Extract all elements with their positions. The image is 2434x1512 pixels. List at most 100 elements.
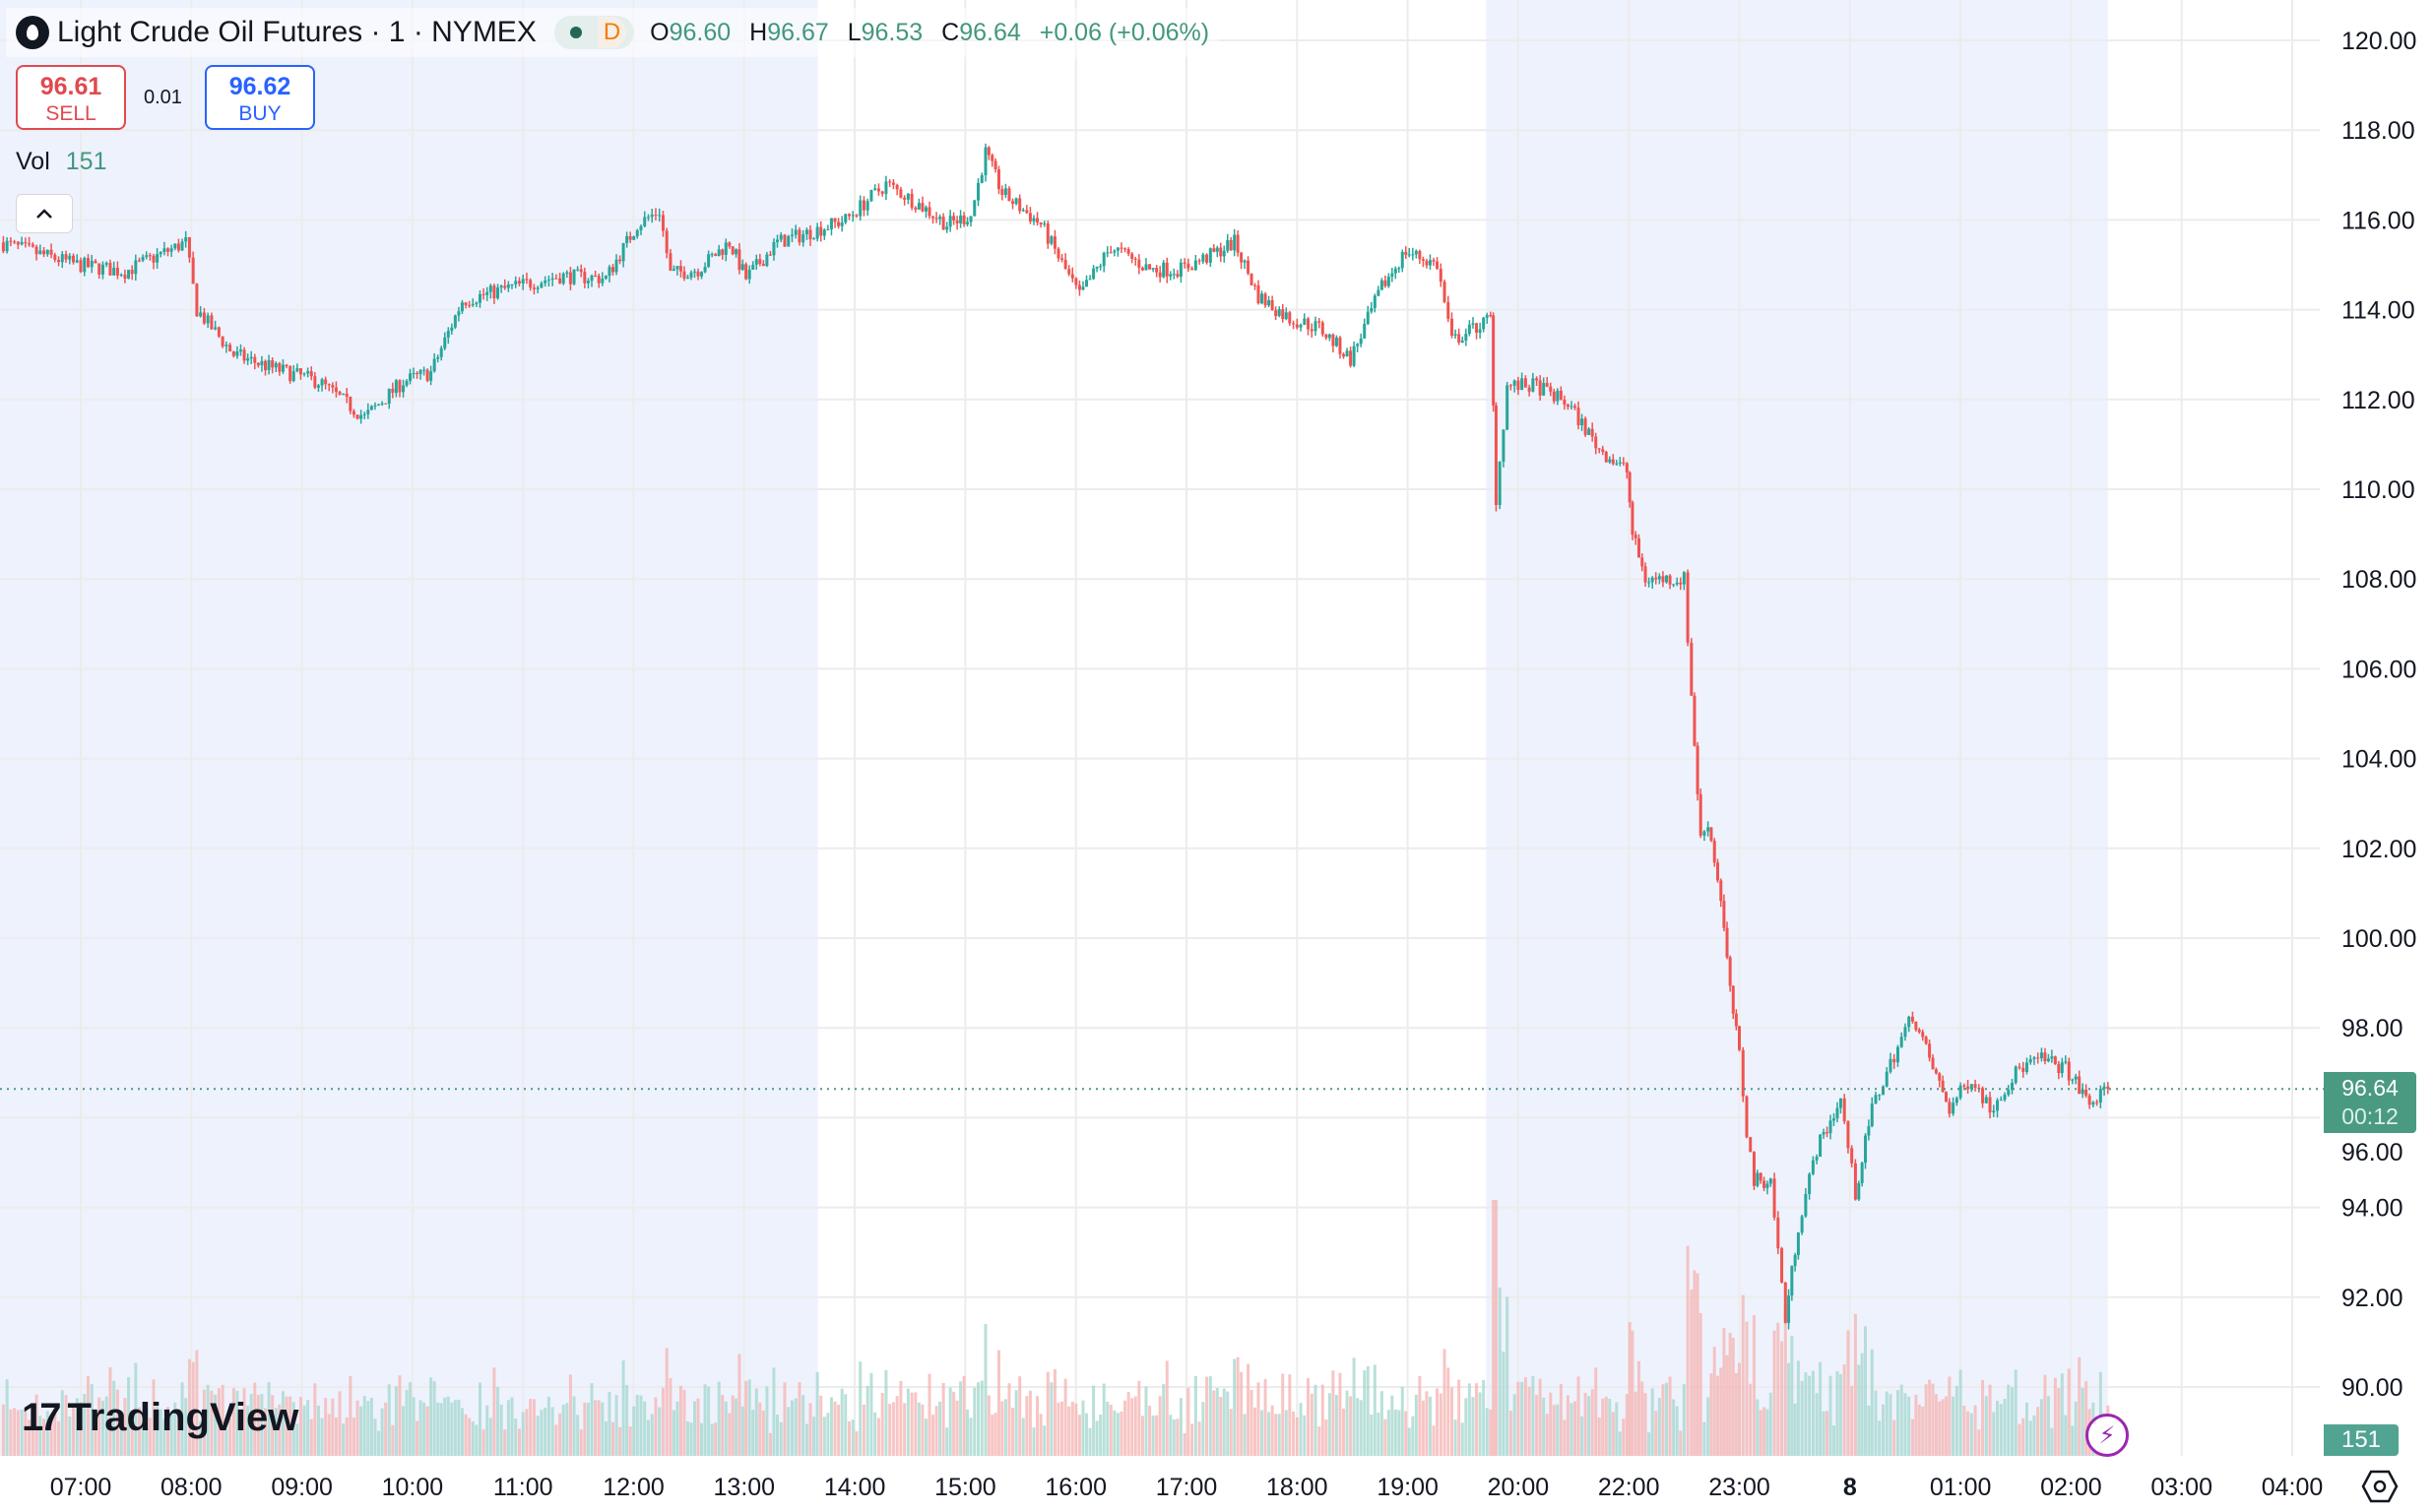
candle-body: [758, 259, 762, 265]
volume-bar: [249, 1393, 253, 1456]
high-label: H: [749, 18, 768, 46]
candle-body: [601, 279, 605, 284]
candle-body: [1229, 239, 1233, 251]
candle-body: [334, 387, 338, 392]
volume-bar: [75, 1398, 79, 1456]
volume-bar: [488, 1418, 492, 1456]
volume-bar: [721, 1395, 725, 1456]
volume-bar: [1492, 1200, 1496, 1456]
candle-body: [1036, 218, 1040, 223]
candle-body: [955, 220, 959, 223]
volume-bar: [1067, 1406, 1071, 1456]
volume-bar: [1155, 1415, 1159, 1456]
candle-body: [1281, 309, 1285, 320]
candle-body: [1425, 260, 1429, 266]
candle-body: [869, 189, 873, 202]
candle-body: [1494, 405, 1498, 506]
volume-bar: [253, 1382, 257, 1456]
volume-bar: [1640, 1381, 1644, 1456]
market-open-dot-icon: [569, 27, 582, 38]
settings-icon[interactable]: [2361, 1469, 2399, 1504]
candle-body: [614, 259, 618, 273]
candle-body: [1508, 385, 1512, 387]
candle-body: [1349, 350, 1353, 366]
volume-bar: [1313, 1384, 1317, 1456]
time-tick-label: 17:00: [1156, 1474, 1218, 1501]
candle-body: [948, 216, 952, 227]
volume-bar: [1917, 1404, 1921, 1456]
volume-bar: [1126, 1392, 1130, 1456]
candle-body: [1924, 1037, 1928, 1044]
candle-body: [1021, 210, 1025, 212]
volume-bar: [1393, 1409, 1397, 1456]
volume-bar: [565, 1403, 569, 1456]
symbol-title[interactable]: Light Crude Oil Futures · 1 · NYMEX: [57, 16, 537, 48]
volume-bar: [1693, 1270, 1697, 1456]
candle-body: [1984, 1097, 1988, 1103]
candle-body: [1512, 380, 1516, 386]
open-label: O: [650, 18, 670, 46]
change-value: +0.06 (+0.06%): [1039, 18, 1210, 46]
candle-body: [1538, 380, 1542, 396]
market-status[interactable]: D: [553, 16, 635, 49]
candle-body: [783, 234, 787, 247]
volume-bar: [540, 1410, 544, 1456]
volume-bar: [1436, 1388, 1440, 1456]
candle-body: [31, 244, 34, 247]
volume-bar: [1063, 1378, 1067, 1456]
volume-bar: [628, 1426, 632, 1456]
volume-bar: [2071, 1425, 2075, 1456]
price-tick-label: 116.00: [2341, 207, 2415, 234]
price-axis[interactable]: 120.00 118.00 116.00 114.00 112.00 110.00 108.…: [2341, 28, 2416, 1402]
volume-bar: [1303, 1415, 1307, 1456]
candle-body: [1363, 323, 1367, 339]
volume-bar: [1050, 1382, 1054, 1456]
volume-bar: [597, 1400, 601, 1456]
volume-bar: [980, 1380, 984, 1456]
candle-body: [1822, 1132, 1826, 1135]
candle-body: [309, 371, 313, 377]
volume-legend[interactable]: Vol 151: [16, 148, 106, 176]
volume-bar: [1342, 1408, 1346, 1456]
volume-bar: [550, 1407, 554, 1456]
candle-body: [387, 388, 391, 405]
candle-body: [1988, 1097, 1992, 1113]
volume-bar: [1895, 1390, 1899, 1456]
candle-body: [1672, 584, 1676, 586]
volume-bar: [1277, 1414, 1281, 1456]
candle-body: [492, 285, 496, 299]
candle-body: [180, 241, 184, 251]
volume-bar: [1000, 1401, 1004, 1456]
candle-body: [794, 229, 798, 235]
tradingview-logo[interactable]: 17 TradingView: [22, 1396, 298, 1440]
volume-bar: [1853, 1313, 1857, 1456]
volume-bar: [1281, 1373, 1285, 1456]
volume-bar: [366, 1401, 370, 1456]
candle-body: [1243, 260, 1247, 263]
candle-body: [510, 284, 514, 285]
candle-body: [914, 207, 918, 210]
volume-bar: [123, 1398, 127, 1456]
collapse-legend-button[interactable]: [16, 194, 73, 233]
volume-bar: [1800, 1380, 1804, 1456]
time-tick-label: 08:00: [160, 1474, 223, 1501]
candle-body: [728, 242, 732, 247]
volume-bar: [481, 1428, 485, 1456]
volume-bar: [327, 1414, 331, 1456]
volume-bar: [682, 1389, 686, 1456]
time-axis[interactable]: 07:00 08:00 09:00 10:00 11:00 12:00 13:00 14:00…: [50, 1474, 2324, 1501]
candle-body: [1212, 248, 1216, 252]
volume-bar: [97, 1397, 101, 1456]
candle-body: [20, 241, 24, 245]
volume-bar: [1864, 1326, 1868, 1456]
candle-body: [152, 255, 156, 263]
candle-body: [1889, 1058, 1892, 1072]
candle-body: [1379, 280, 1383, 290]
sell-button[interactable]: 96.61 SELL: [16, 65, 126, 130]
volume-bar: [264, 1408, 268, 1456]
lightning-icon[interactable]: ⚡: [2085, 1414, 2129, 1457]
buy-button[interactable]: 96.62 BUY: [205, 65, 315, 130]
volume-bar: [635, 1394, 639, 1456]
candle-body: [1622, 462, 1626, 464]
